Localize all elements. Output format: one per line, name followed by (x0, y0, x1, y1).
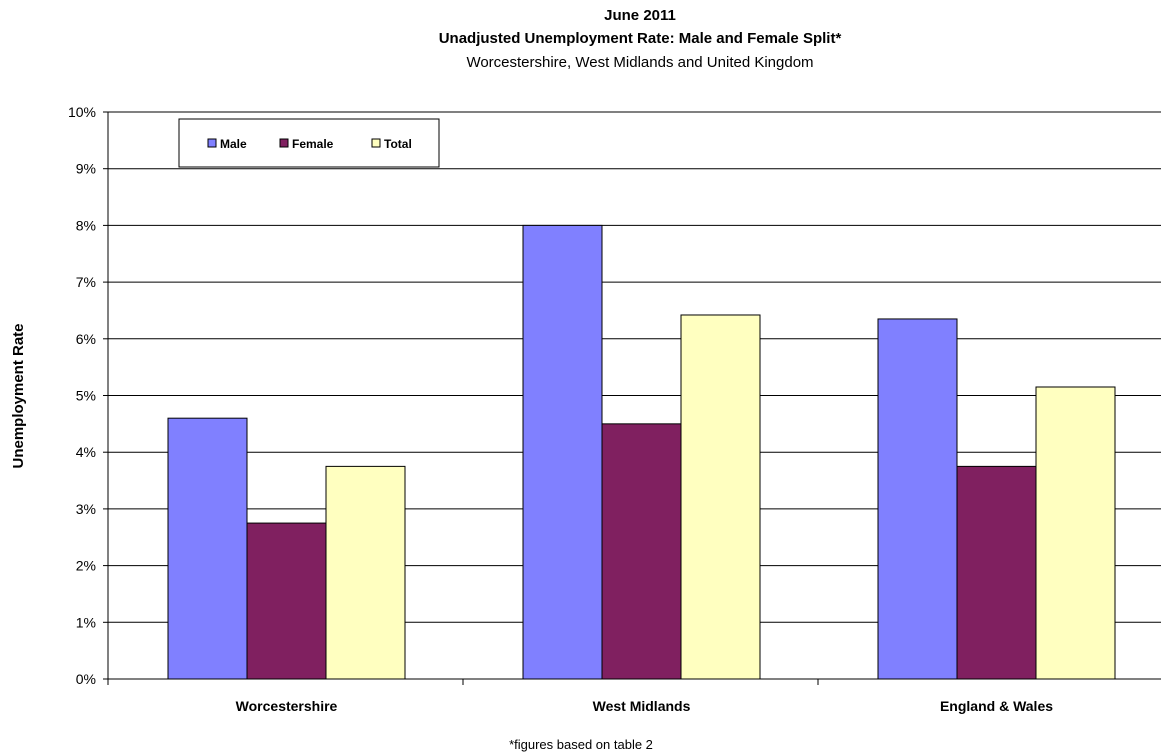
bar-female (601, 423, 682, 680)
y-tick-label: 3% (76, 501, 96, 517)
y-tick-label: 10% (68, 104, 96, 120)
category-labels: Worcestershire West Midlands England & Wal… (236, 698, 1054, 714)
y-tick-label: 7% (76, 274, 96, 290)
bar-total (680, 314, 761, 680)
legend-label-total: Total (384, 137, 412, 151)
legend-label-male: Male (220, 137, 247, 151)
y-tick-label: 6% (76, 331, 96, 347)
y-tick-label: 1% (76, 614, 96, 630)
legend-swatch-total (371, 138, 381, 148)
legend-swatch-female (279, 138, 289, 148)
legend-items: Male Female Total (207, 137, 412, 151)
bar-male (522, 224, 603, 680)
bar-total (325, 465, 406, 680)
axes (107, 112, 1161, 685)
y-tick-labels: 0% 1% 2% 3% 4% 5% 6% 7% 8% 9% 10% (68, 104, 96, 687)
y-axis-label: Unemployment Rate (10, 323, 27, 468)
footnote: *figures based on table 2 (509, 737, 653, 752)
legend-swatch-male (207, 138, 217, 148)
bar-male (877, 318, 958, 680)
y-tick-label: 9% (76, 161, 96, 177)
x-category-label: Worcestershire (236, 698, 338, 714)
x-category-label: England & Wales (940, 698, 1053, 714)
y-tick-label: 5% (76, 388, 96, 404)
legend-box (178, 118, 440, 168)
chart-subtitle-2: Worcestershire, West Midlands and United… (466, 54, 813, 71)
y-tick-label: 0% (76, 671, 96, 687)
bar-female (956, 465, 1037, 680)
x-category-label: West Midlands (593, 698, 691, 714)
chart-title: June 2011 (604, 7, 676, 24)
bar-male (167, 417, 248, 680)
y-tick-label: 2% (76, 558, 96, 574)
y-tick-label: 8% (76, 217, 96, 233)
bars (167, 224, 1116, 680)
legend-label-female: Female (292, 137, 334, 151)
bar-total (1035, 386, 1116, 680)
chart-subtitle: Unadjusted Unemployment Rate: Male and F… (439, 30, 842, 47)
y-tick-label: 4% (76, 444, 96, 460)
legend: Male Female Total (178, 118, 440, 168)
bar-female (246, 522, 327, 680)
